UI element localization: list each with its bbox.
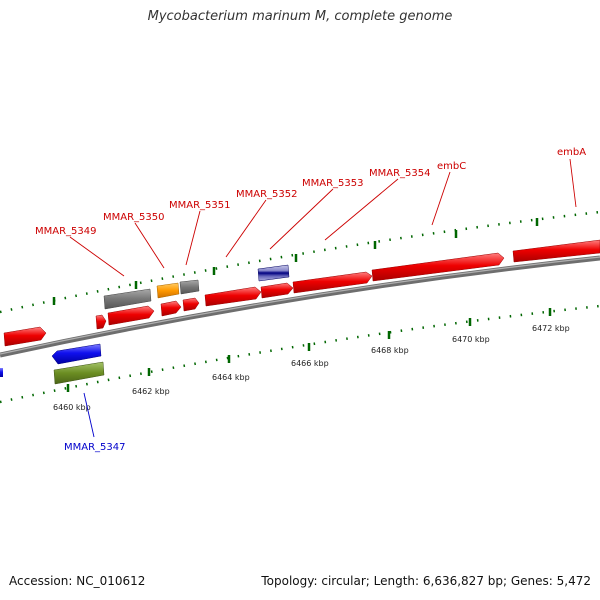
topology-text: Topology: circular; Length: 6,636,827 bp… xyxy=(261,574,591,588)
gene-label-mmar-5349: MMAR_5349 xyxy=(35,226,97,237)
gray-feature xyxy=(179,279,200,295)
forward-gene xyxy=(204,286,262,307)
forward-gene xyxy=(160,300,182,317)
scale-label-6466: 6466 kbp xyxy=(291,359,329,368)
scale-label-6460: 6460 kbp xyxy=(53,403,91,412)
forward-gene xyxy=(260,282,294,299)
gene-label-embc: embC xyxy=(437,161,466,172)
gene-label-mmar-5350: MMAR_5350 xyxy=(103,212,165,223)
gene-label-mmar-5351: MMAR_5351 xyxy=(169,200,231,211)
label-connectors xyxy=(69,158,577,277)
reverse-gene-edge xyxy=(0,368,3,377)
label-connector-reverse xyxy=(83,392,95,438)
navy-feature xyxy=(257,264,290,282)
genome-backbone xyxy=(0,255,600,358)
map-title: Mycobacterium marinum M, complete genome xyxy=(147,9,453,24)
reverse-gene xyxy=(51,343,102,365)
upper-major-ticks xyxy=(52,218,539,305)
scale-label-6464: 6464 kbp xyxy=(212,373,250,382)
accession-text: Accession: NC_010612 xyxy=(9,574,146,588)
forward-gene xyxy=(107,305,155,326)
genome-backbone-highlight xyxy=(0,256,600,355)
scale-label-6462: 6462 kbp xyxy=(132,387,170,396)
olive-feature xyxy=(53,361,105,385)
forward-gene xyxy=(3,326,47,347)
forward-gene xyxy=(512,239,600,263)
forward-gene xyxy=(182,297,200,312)
forward-gene xyxy=(95,314,107,330)
forward-gene xyxy=(292,271,373,294)
gene-label-emba: embA xyxy=(557,147,586,158)
forward-gene xyxy=(371,252,505,282)
gray-feature xyxy=(103,288,152,310)
gene-label-mmar-5353: MMAR_5353 xyxy=(302,178,364,189)
scale-label-6470: 6470 kbp xyxy=(452,335,490,344)
gene-label-mmar-5352: MMAR_5352 xyxy=(236,189,298,200)
gene-label-mmar-5354: MMAR_5354 xyxy=(369,168,431,179)
scale-label-6472: 6472 kbp xyxy=(532,324,570,333)
lower-major-ticks xyxy=(66,308,552,392)
orange-feature xyxy=(156,282,180,299)
forward-strand-genes xyxy=(3,239,600,347)
scale-label-6468: 6468 kbp xyxy=(371,346,409,355)
gene-label-mmar-5347: MMAR_5347 xyxy=(64,442,126,453)
